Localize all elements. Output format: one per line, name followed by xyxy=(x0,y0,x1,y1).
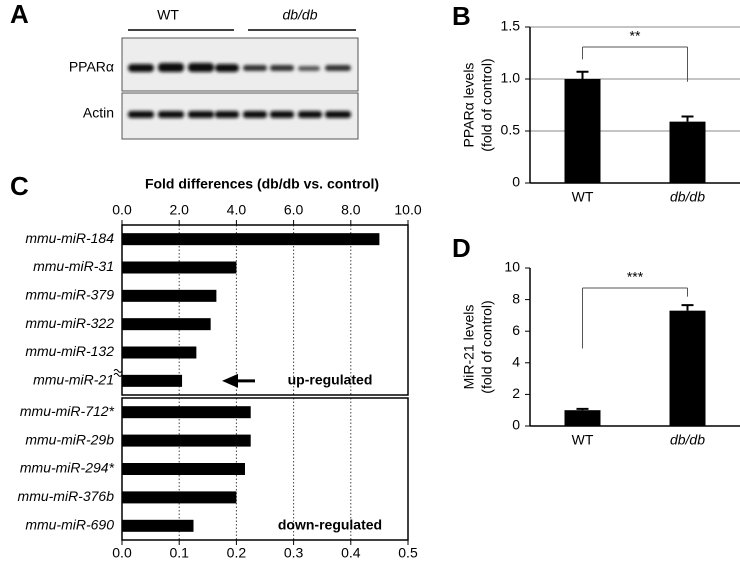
y-axis-label: (fold of control) xyxy=(479,58,495,151)
x-tick-label: 0.5 xyxy=(398,545,418,561)
bar xyxy=(122,346,197,359)
y-tick-label: 0.5 xyxy=(501,122,521,138)
y-tick-label: mmu-miR-21 xyxy=(33,372,114,388)
bar xyxy=(564,79,601,183)
y-tick-label: mmu-miR-132 xyxy=(25,343,114,359)
bar xyxy=(122,261,237,274)
group-label: db/db xyxy=(282,7,317,23)
y-tick-label: mmu-miR-31 xyxy=(33,258,114,274)
y-tick-label: mmu-miR-29b xyxy=(25,431,114,447)
bar xyxy=(669,121,706,183)
y-tick-label: 0 xyxy=(512,174,520,190)
y-tick-label: 1.0 xyxy=(501,70,521,86)
error-bar xyxy=(576,70,589,79)
x-tick-label: 6.0 xyxy=(284,202,304,218)
axis-break xyxy=(113,368,123,377)
x-tick-label: db/db xyxy=(670,432,705,448)
y-tick-label: 6 xyxy=(512,322,520,338)
bar xyxy=(122,434,251,447)
y-tick-label: 1.5 xyxy=(501,18,521,34)
y-tick-label: mmu-miR-184 xyxy=(25,230,114,246)
x-tick-label: db/db xyxy=(670,189,705,205)
blot xyxy=(121,37,359,140)
bar xyxy=(122,233,380,246)
x-tick-label: 4.0 xyxy=(227,202,247,218)
bar xyxy=(122,463,245,475)
significance-bracket xyxy=(582,287,688,349)
panel-letter: A xyxy=(10,0,29,29)
blot-label: PPARα xyxy=(69,59,114,75)
x-tick-label: 2.0 xyxy=(169,202,189,218)
y-axis-label: (fold of control) xyxy=(479,300,495,393)
y-tick-label: 4 xyxy=(512,354,520,370)
y-tick-label: mmu-miR-294* xyxy=(20,460,115,476)
y-tick-label: mmu-miR-376b xyxy=(18,488,115,504)
arrow-head xyxy=(222,373,238,388)
bar xyxy=(122,374,183,387)
error-bar xyxy=(681,304,694,311)
annotation: down-regulated xyxy=(278,517,382,533)
bar xyxy=(122,406,251,419)
chart-title: Fold differences (db/db vs. control) xyxy=(145,176,379,192)
x-tick-label: 8.0 xyxy=(341,202,361,218)
bar xyxy=(122,519,194,532)
y-tick-label: 8 xyxy=(512,290,520,306)
y-axis-label: MiR-21 levels xyxy=(461,305,477,390)
x-tick-label: 0.1 xyxy=(169,545,189,561)
x-tick-label: WT xyxy=(572,432,594,448)
group-label: WT xyxy=(157,7,179,23)
panel-letter: C xyxy=(10,171,29,201)
y-tick-label: 2 xyxy=(512,385,520,401)
x-tick-label: 10.0 xyxy=(394,202,421,218)
x-tick-label: 0.3 xyxy=(284,545,304,561)
annotation: ** xyxy=(630,28,641,44)
error-bar xyxy=(681,115,694,122)
panel-letter: D xyxy=(452,233,471,263)
y-axis-label: PPARα levels xyxy=(461,63,477,148)
y-tick-label: mmu-miR-322 xyxy=(25,315,114,331)
panel-letter: B xyxy=(452,1,471,31)
bar xyxy=(122,289,217,302)
y-tick-label: mmu-miR-379 xyxy=(25,287,114,303)
blot-label: Actin xyxy=(83,105,114,121)
bar xyxy=(564,410,601,426)
annotation: up-regulated xyxy=(288,372,373,388)
annotation: *** xyxy=(627,269,644,285)
bar xyxy=(122,491,237,504)
y-tick-label: mmu-miR-712* xyxy=(20,403,115,419)
x-tick-label: 0.4 xyxy=(341,545,361,561)
y-tick-label: mmu-miR-690 xyxy=(25,517,114,533)
error-bar xyxy=(576,407,589,411)
bar xyxy=(669,310,706,426)
bar xyxy=(122,318,211,331)
plot-frame xyxy=(121,224,409,396)
x-tick-label: 0.0 xyxy=(112,202,132,218)
x-tick-label: 0.0 xyxy=(112,545,132,561)
y-tick-label: 10 xyxy=(504,259,520,275)
x-tick-label: 0.2 xyxy=(227,545,247,561)
x-tick-label: WT xyxy=(572,189,594,205)
y-tick-label: 0 xyxy=(512,417,520,433)
significance-bracket xyxy=(582,46,688,82)
